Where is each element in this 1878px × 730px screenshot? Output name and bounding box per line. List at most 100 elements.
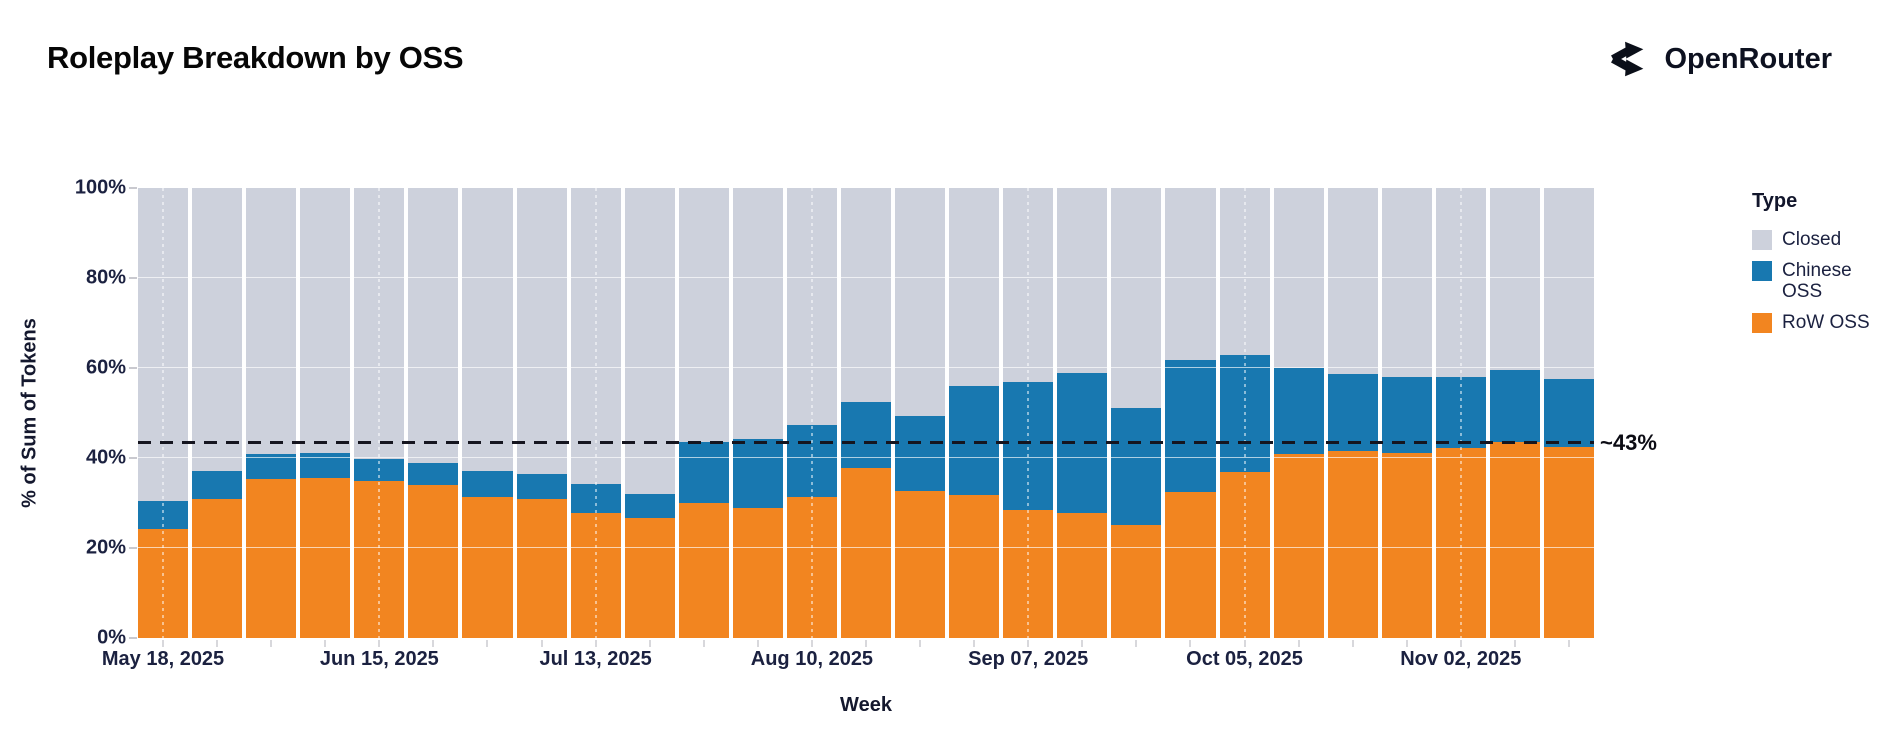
bar-segment-row-oss[interactable] [1489, 441, 1541, 638]
bar-segment-row-oss[interactable] [678, 503, 729, 638]
bar-segment-closed[interactable] [246, 188, 297, 454]
bar-week-jun-22-2025[interactable] [408, 188, 459, 638]
bar-segment-row-oss[interactable] [732, 508, 783, 638]
bar-segment-row-oss[interactable] [1111, 525, 1162, 638]
bar-week-jun-01-2025[interactable] [246, 188, 297, 638]
bar-week-jul-06-2025[interactable] [516, 188, 567, 638]
bar-segment-closed[interactable] [1435, 188, 1486, 378]
bar-week-aug-03-2025[interactable] [732, 188, 783, 638]
bar-week-sep-28-2025[interactable] [1165, 188, 1216, 638]
bar-segment-closed[interactable] [1489, 188, 1541, 371]
bar-segment-chinese-oss[interactable] [1544, 378, 1595, 447]
bar-segment-chinese-oss[interactable] [1273, 368, 1324, 454]
bar-week-nov-16-2025[interactable] [1544, 188, 1595, 638]
bar-week-aug-24-2025[interactable] [895, 188, 946, 638]
bar-segment-closed[interactable] [1544, 188, 1595, 379]
bar-week-aug-17-2025[interactable] [841, 188, 892, 638]
bar-segment-closed[interactable] [841, 188, 892, 403]
bar-segment-chinese-oss[interactable] [300, 452, 351, 479]
legend-item-row-oss[interactable]: RoW OSS [1752, 312, 1878, 333]
bar-segment-closed[interactable] [1381, 188, 1432, 377]
bar-segment-row-oss[interactable] [192, 498, 243, 638]
bar-segment-closed[interactable] [300, 188, 351, 453]
bar-segment-chinese-oss[interactable] [1003, 381, 1054, 510]
bar-segment-row-oss[interactable] [1327, 450, 1378, 638]
bar-segment-closed[interactable] [408, 188, 459, 463]
bar-segment-closed[interactable] [678, 188, 729, 442]
bar-segment-closed[interactable] [732, 188, 783, 439]
bar-segment-chinese-oss[interactable] [732, 438, 783, 509]
bar-segment-chinese-oss[interactable] [408, 462, 459, 486]
bar-week-nov-02-2025[interactable] [1435, 188, 1486, 638]
bar-segment-chinese-oss[interactable] [246, 453, 297, 480]
bar-week-sep-07-2025[interactable] [1003, 188, 1054, 638]
bar-segment-closed[interactable] [516, 188, 567, 475]
bar-week-aug-10-2025[interactable] [786, 188, 838, 638]
bar-week-sep-14-2025[interactable] [1057, 188, 1108, 638]
bar-segment-closed[interactable] [1003, 188, 1054, 382]
bar-week-aug-31-2025[interactable] [949, 188, 1000, 638]
bar-week-oct-12-2025[interactable] [1273, 188, 1324, 638]
bar-segment-closed[interactable] [1165, 188, 1216, 360]
bar-week-jul-20-2025[interactable] [624, 188, 675, 638]
bar-segment-chinese-oss[interactable] [1327, 373, 1378, 451]
bar-segment-row-oss[interactable] [462, 497, 513, 638]
bar-segment-row-oss[interactable] [624, 518, 675, 638]
bar-segment-closed[interactable] [354, 188, 405, 460]
bar-segment-row-oss[interactable] [1165, 492, 1216, 638]
bar-segment-row-oss[interactable] [408, 485, 459, 638]
bar-segment-closed[interactable] [192, 188, 243, 472]
bar-segment-chinese-oss[interactable] [1165, 359, 1216, 493]
bar-segment-closed[interactable] [1219, 188, 1270, 355]
bar-segment-chinese-oss[interactable] [949, 385, 1000, 496]
bar-segment-chinese-oss[interactable] [1435, 377, 1486, 448]
bar-segment-row-oss[interactable] [1544, 446, 1595, 638]
bar-week-sep-21-2025[interactable] [1111, 188, 1162, 638]
bar-segment-chinese-oss[interactable] [1219, 354, 1270, 472]
bar-segment-chinese-oss[interactable] [516, 474, 567, 499]
bar-week-jun-29-2025[interactable] [462, 188, 513, 638]
bar-week-jul-13-2025[interactable] [570, 188, 621, 638]
bar-segment-row-oss[interactable] [1381, 452, 1432, 638]
bar-segment-row-oss[interactable] [138, 529, 189, 638]
bar-segment-chinese-oss[interactable] [624, 493, 675, 519]
openrouter-logo[interactable]: OpenRouter [1609, 38, 1832, 80]
bar-segment-row-oss[interactable] [1057, 512, 1108, 638]
bar-segment-row-oss[interactable] [570, 512, 621, 638]
bar-segment-chinese-oss[interactable] [786, 425, 838, 498]
bar-week-jul-27-2025[interactable] [678, 188, 729, 638]
bar-segment-closed[interactable] [1057, 188, 1108, 374]
bar-segment-chinese-oss[interactable] [1489, 370, 1541, 442]
bar-segment-chinese-oss[interactable] [354, 459, 405, 481]
bar-segment-closed[interactable] [1327, 188, 1378, 374]
bar-segment-closed[interactable] [570, 188, 621, 485]
bar-segment-chinese-oss[interactable] [462, 471, 513, 498]
bar-segment-chinese-oss[interactable] [841, 402, 892, 468]
bar-segment-closed[interactable] [786, 188, 838, 426]
legend-item-closed[interactable]: Closed [1752, 229, 1878, 250]
bar-segment-row-oss[interactable] [300, 478, 351, 638]
bar-week-jun-08-2025[interactable] [300, 188, 351, 638]
bar-segment-closed[interactable] [1111, 188, 1162, 408]
bar-week-nov-09-2025[interactable] [1489, 188, 1541, 638]
bar-segment-row-oss[interactable] [1273, 453, 1324, 638]
bar-segment-chinese-oss[interactable] [570, 484, 621, 513]
bar-segment-row-oss[interactable] [949, 495, 1000, 638]
bar-segment-closed[interactable] [895, 188, 946, 417]
bar-segment-chinese-oss[interactable] [192, 471, 243, 499]
bar-segment-row-oss[interactable] [1003, 509, 1054, 638]
bar-segment-closed[interactable] [462, 188, 513, 472]
bar-segment-row-oss[interactable] [786, 497, 838, 638]
bar-week-may-25-2025[interactable] [192, 188, 243, 638]
bar-segment-row-oss[interactable] [1435, 447, 1486, 638]
bar-segment-closed[interactable] [624, 188, 675, 494]
bar-segment-row-oss[interactable] [895, 490, 946, 638]
bar-segment-chinese-oss[interactable] [678, 441, 729, 504]
bar-week-oct-05-2025[interactable] [1219, 188, 1270, 638]
bar-segment-chinese-oss[interactable] [895, 416, 946, 491]
bar-segment-chinese-oss[interactable] [1057, 373, 1108, 513]
bar-segment-row-oss[interactable] [354, 480, 405, 638]
legend-item-chinese-oss[interactable]: Chinese OSS [1752, 260, 1878, 302]
bar-week-jun-15-2025[interactable] [354, 188, 405, 638]
bar-week-oct-26-2025[interactable] [1381, 188, 1432, 638]
